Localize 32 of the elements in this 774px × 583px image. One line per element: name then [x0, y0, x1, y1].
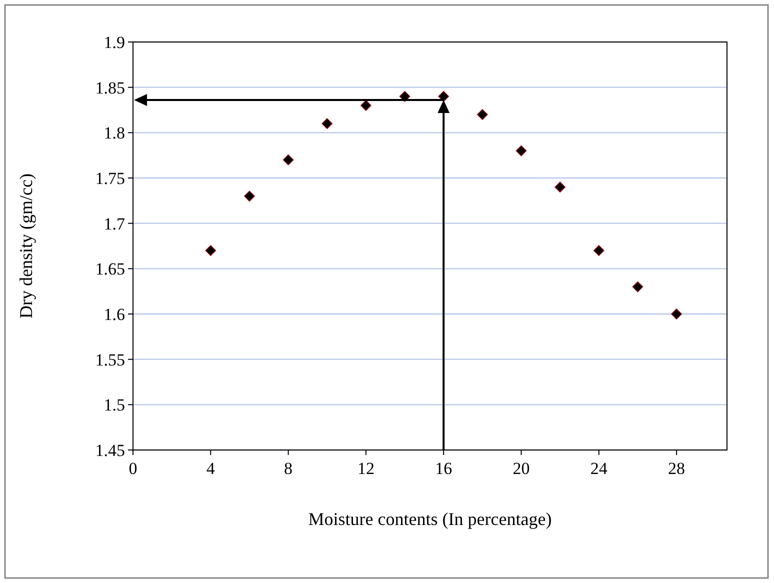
point: [244, 190, 255, 202]
y-tick-label: 1.5: [104, 396, 125, 415]
x-tick-label: 8: [284, 459, 293, 478]
y-tick-label: 1.7: [104, 214, 126, 234]
y-tick-label: 1.8: [104, 124, 125, 143]
y-tick-label: 1.65: [95, 260, 125, 279]
point: [282, 154, 294, 166]
point: [360, 100, 372, 111]
point: [322, 118, 333, 129]
x-tick-label: 20: [512, 459, 530, 478]
x-tick-label: 4: [206, 459, 216, 478]
point: [205, 245, 216, 256]
x-tick-label: 0: [128, 459, 138, 478]
point: [516, 145, 527, 156]
y-tick-label: 1.55: [95, 350, 125, 370]
point: [632, 281, 644, 292]
y-tick-label: 1.75: [95, 168, 125, 188]
x-tick-label: 28: [668, 459, 686, 478]
point: [477, 109, 488, 120]
y-tick-label: 1.85: [95, 78, 125, 98]
point: [554, 182, 566, 192]
x-axis-title: Moisture contents (In percentage): [308, 509, 552, 529]
point: [438, 91, 449, 102]
y-tick-label: 1.45: [95, 440, 125, 460]
x-tick-label: 16: [435, 459, 452, 478]
y-tick-label: 1.6: [104, 304, 125, 324]
x-tick-label: 12: [357, 459, 374, 478]
point: [671, 308, 682, 320]
y-tick-label: 1.9: [104, 32, 125, 52]
x-tick-label: 24: [590, 459, 608, 478]
y-axis-title: Dry density (gm/cc): [16, 174, 36, 318]
point: [593, 245, 604, 256]
